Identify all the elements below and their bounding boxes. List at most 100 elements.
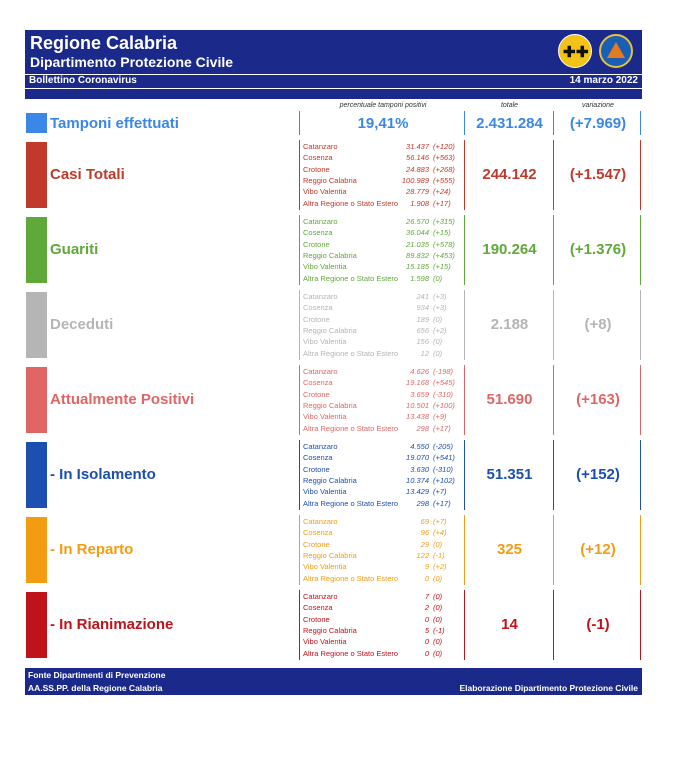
province-value: 156	[416, 337, 429, 347]
province-value: 4.550	[410, 442, 429, 451]
province-delta: (+17)	[433, 423, 451, 433]
region-title: Regione Calabria	[30, 33, 178, 53]
province-value: 9	[424, 562, 429, 572]
section-row: - In Rianimazione Catanzaro 7 (0) Cosenza 2 (0…	[0, 590, 677, 660]
province-name: Cosenza	[303, 528, 333, 538]
province-delta: (+7)	[433, 517, 447, 526]
divider	[553, 290, 554, 360]
province-name: Vibo Valentia	[303, 262, 347, 272]
footer-source-2: AA.SS.PP. della Regione Calabria	[28, 683, 163, 693]
divider	[640, 111, 641, 135]
province-name: Vibo Valentia	[303, 412, 347, 422]
province-name: Cosenza	[303, 153, 333, 163]
province-row: Catanzaro 26.570 (+315)	[303, 216, 463, 227]
section-swatch	[26, 142, 47, 208]
divider-bar	[25, 89, 642, 99]
province-value: 1.598	[410, 273, 429, 283]
divider	[464, 140, 465, 210]
section-swatch	[26, 442, 47, 508]
province-row: Crotone 24.883 (+268)	[303, 164, 463, 175]
divider	[553, 440, 554, 510]
province-value: 0	[424, 573, 429, 583]
section-total: 51.351	[486, 466, 533, 483]
section-change: (+1.376)	[569, 241, 627, 258]
section-swatch	[26, 367, 47, 433]
province-value: 0	[424, 637, 429, 647]
province-value: 3.630	[410, 464, 429, 474]
province-delta: (+17)	[433, 498, 451, 508]
province-value: 56.146	[406, 153, 429, 163]
province-value: 298	[416, 498, 429, 508]
divider	[299, 140, 300, 210]
province-name: Vibo Valentia	[303, 562, 347, 572]
bulletin-bar: Bollettino Coronavirus 14 marzo 2022	[25, 75, 642, 88]
province-delta: (+2)	[433, 562, 447, 572]
province-name: Altra Regione o Stato Estero	[303, 573, 399, 583]
province-table: Catanzaro 69 (+7) Cosenza 96 (+4) Crotone 29 (0)…	[303, 515, 463, 585]
section-total: 14	[501, 616, 518, 633]
province-row: Vibo Valentia 28.779 (+24)	[303, 186, 463, 197]
section-total: 2.188	[490, 316, 529, 333]
section-row: Attualmente Positivi Catanzaro 4.626 (-198)…	[0, 365, 677, 435]
province-name: Cosenza	[303, 603, 333, 613]
province-name: Cosenza	[303, 303, 333, 313]
province-row: Crotone 0 (0)	[303, 614, 463, 625]
section-total: 190.264	[482, 241, 537, 258]
section-row: - In Reparto Catanzaro 69 (+7) Cosenza 96 (+4)…	[0, 515, 677, 585]
province-name: Cosenza	[303, 228, 333, 238]
province-delta: (-198)	[433, 367, 454, 376]
province-value: 298	[416, 423, 429, 433]
divider	[464, 365, 465, 435]
divider	[464, 215, 465, 285]
province-row: Cosenza 96 (+4)	[303, 527, 463, 538]
province-delta: (0)	[433, 592, 443, 601]
section-label: - In Isolamento	[50, 466, 156, 483]
province-delta: (+102)	[433, 475, 455, 485]
province-row: Vibo Valentia 13.429 (+7)	[303, 486, 463, 497]
divider	[464, 111, 465, 135]
divider	[553, 215, 554, 285]
province-row: Cosenza 19.070 (+541)	[303, 452, 463, 463]
province-value: 122	[416, 550, 429, 560]
tamponi-change: (+7.969)	[569, 115, 627, 132]
province-name: Crotone	[303, 314, 330, 324]
divider	[640, 440, 641, 510]
province-row: Reggio Calabria 122 (-1)	[303, 550, 463, 561]
province-row: Reggio Calabria 10.374 (+102)	[303, 475, 463, 486]
section-change: (+163)	[576, 391, 620, 408]
divider	[640, 140, 641, 210]
province-name: Altra Regione o Stato Estero	[303, 273, 399, 283]
province-row: Cosenza 2 (0)	[303, 602, 463, 613]
province-name: Reggio Calabria	[303, 550, 357, 560]
province-delta: (+578)	[433, 239, 455, 249]
province-value: 26.570	[406, 217, 429, 226]
province-value: 13.429	[406, 487, 429, 497]
col-header-change: variazione	[582, 102, 614, 109]
divider	[299, 590, 300, 660]
province-row: Vibo Valentia 13.438 (+9)	[303, 411, 463, 422]
divider	[299, 111, 300, 135]
section-label: Guariti	[50, 241, 99, 258]
province-delta: (0)	[433, 539, 443, 549]
section-label: - In Reparto	[50, 541, 134, 558]
province-name: Altra Regione o Stato Estero	[303, 423, 399, 433]
province-name: Catanzaro	[303, 142, 338, 151]
tamponi-swatch	[26, 113, 47, 133]
province-row: Reggio Calabria 5 (-1)	[303, 625, 463, 636]
province-value: 10.501	[406, 400, 429, 410]
province-name: Catanzaro	[303, 442, 338, 451]
province-value: 5	[424, 625, 429, 635]
header-bar: Regione Calabria Dipartimento Protezione…	[25, 30, 642, 74]
province-row: Catanzaro 69 (+7)	[303, 516, 463, 527]
section-change: (-1)	[586, 616, 610, 633]
divider	[464, 590, 465, 660]
province-value: 3.659	[410, 389, 429, 399]
province-name: Reggio Calabria	[303, 625, 357, 635]
section-swatch	[26, 517, 47, 583]
bulletin-title: Bollettino Coronavirus	[29, 75, 137, 86]
province-delta: (+2)	[433, 325, 447, 335]
tamponi-label: Tamponi effettuati	[50, 115, 179, 132]
divider	[553, 140, 554, 210]
province-delta: (+7)	[433, 487, 447, 497]
tamponi-total: 2.431.284	[476, 115, 543, 132]
